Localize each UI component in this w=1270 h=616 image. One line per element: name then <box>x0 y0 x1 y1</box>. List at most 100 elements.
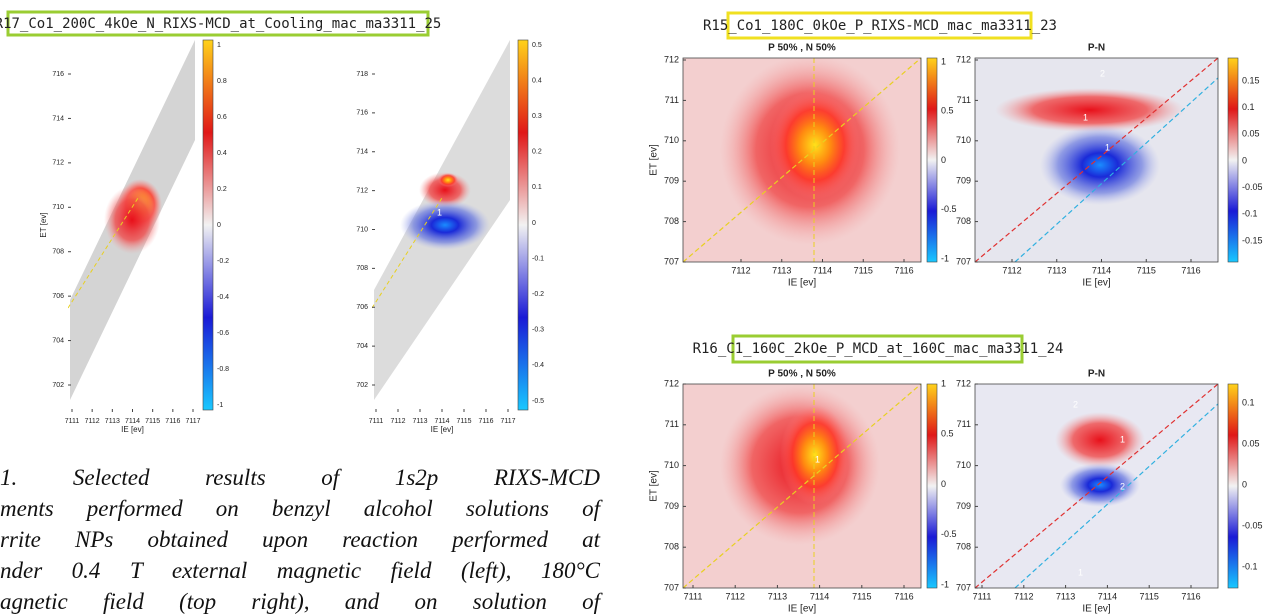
x-tick-label: 7116 <box>165 418 180 425</box>
x-tick-label: 7113 <box>1056 591 1075 601</box>
colorbar-label: 0.15 <box>1242 75 1260 85</box>
y-tick-label: 708 <box>664 216 679 226</box>
x-tick-label: 7113 <box>768 591 787 601</box>
intensity-blob <box>995 88 1185 132</box>
x-tick-label: 7112 <box>390 418 405 425</box>
intensity-blob <box>780 405 850 505</box>
y-tick-label: 712 <box>664 54 679 64</box>
x-axis-label: IE [ev] <box>788 604 817 615</box>
panel-title: R16_C1_160C_2kOe_P_MCD_at_160C_mac_ma331… <box>693 341 1064 357</box>
axes-frame <box>974 57 1219 263</box>
axes-frame <box>682 383 922 589</box>
y-tick-label: 704 <box>52 337 64 344</box>
intensity-blob <box>1055 412 1145 468</box>
colorbar-label: -0.4 <box>217 294 229 301</box>
x-tick-label: 7111 <box>684 591 703 601</box>
colorbar-label: -0.6 <box>217 330 229 337</box>
y-tick-label: 712 <box>356 187 368 194</box>
y-tick-label: 706 <box>356 304 368 311</box>
intensity-blob <box>1040 125 1160 205</box>
colorbar-label: -0.05 <box>1242 520 1263 530</box>
y-axis-label: ET [ev] <box>649 144 660 176</box>
marker-label: 1 <box>1105 142 1110 152</box>
y-tick-label: 714 <box>356 149 368 156</box>
y-tick-label: 707 <box>956 582 971 592</box>
y-tick-label: 710 <box>52 204 64 211</box>
diagonal <box>683 58 921 262</box>
heatmap <box>683 384 921 588</box>
colorbar-label: -0.15 <box>1242 235 1263 245</box>
heatmap <box>68 40 195 400</box>
colorbar-label: 0.5 <box>941 106 954 116</box>
y-tick-label: 706 <box>52 293 64 300</box>
colorbar-label: 0.2 <box>532 149 542 156</box>
colorbar-label: 0 <box>532 220 536 227</box>
colorbar-label: -0.5 <box>532 398 544 405</box>
colorbar-label: 1 <box>941 378 946 388</box>
diagonal <box>372 197 443 309</box>
colorbar-label: -0.8 <box>217 366 229 373</box>
intensity-blob <box>419 172 471 208</box>
x-tick-label: 7112 <box>1002 265 1021 275</box>
colorbar-label: 0.4 <box>217 150 227 157</box>
y-tick-label: 708 <box>664 542 679 552</box>
y-tick-label: 710 <box>664 460 679 470</box>
y-tick-label: 707 <box>956 256 971 266</box>
y-tick-label: 710 <box>356 226 368 233</box>
colorbar-label: -1 <box>217 402 223 409</box>
x-axis-label: IE [ev] <box>1082 278 1111 289</box>
heatmap <box>683 58 921 262</box>
intensity-blob <box>770 90 860 200</box>
y-tick-label: 709 <box>664 176 679 186</box>
x-axis-label: IE [ev] <box>121 425 144 434</box>
intensity-blob <box>400 200 490 250</box>
colorbar-label: -0.3 <box>532 327 544 334</box>
x-tick-label: 7111 <box>973 591 992 601</box>
colorbar-label: -0.2 <box>532 291 544 298</box>
colorbar-label: 0.1 <box>1242 397 1255 407</box>
y-tick-label: 711 <box>665 419 679 429</box>
x-tick-label: 7115 <box>1137 265 1156 275</box>
marker-label: 1 <box>1120 434 1125 444</box>
y-tick-label: 708 <box>956 542 971 552</box>
heatmap <box>975 384 1218 588</box>
x-tick-label: 7116 <box>894 265 913 275</box>
y-tick-label: 709 <box>664 501 679 511</box>
y-tick-label: 714 <box>52 115 64 122</box>
y-tick-label: 702 <box>356 382 368 389</box>
y-tick-label: 718 <box>356 71 368 78</box>
marker-label: 1 <box>1078 567 1083 577</box>
colorbar-label: 1 <box>941 56 946 66</box>
x-tick-label: 7113 <box>105 418 120 425</box>
y-axis-label: ET [ev] <box>39 212 48 237</box>
colorbar-label: 0.5 <box>532 42 542 49</box>
x-tick-label: 7114 <box>810 591 829 601</box>
colorbar-label: -1 <box>941 253 949 263</box>
marker-label: 2 <box>1120 481 1125 491</box>
panel-title: R15_Co1_180C_0kOe_P_RIXS-MCD_mac_ma3311_… <box>703 18 1057 34</box>
y-axis-label: ET [ev] <box>649 470 660 502</box>
x-tick-label: 7116 <box>1181 591 1200 601</box>
diagonal <box>683 384 921 588</box>
colorbar-label: 0 <box>941 479 946 489</box>
title-box <box>6 10 430 37</box>
x-tick-label: 7111 <box>65 418 80 425</box>
panel-title: R17_Co1_200C_4kOe_N_RIXS-MCD_at_Cooling_… <box>0 16 441 32</box>
x-tick-label: 7115 <box>456 418 471 425</box>
x-tick-label: 7113 <box>1047 265 1066 275</box>
y-tick-label: 709 <box>956 176 971 186</box>
marker-label: 1 <box>437 207 442 217</box>
colorbar <box>926 57 938 263</box>
x-tick-label: 7112 <box>726 591 745 601</box>
y-tick-label: 708 <box>356 265 368 272</box>
colorbar-label: 0.3 <box>532 113 542 120</box>
y-tick-label: 710 <box>664 135 679 145</box>
colorbar-label: 0.6 <box>217 114 227 121</box>
y-tick-label: 707 <box>664 582 679 592</box>
caption-line: 1. Selected results of 1s2p RIXS-MCD <box>0 465 600 490</box>
colorbar-label: 0.05 <box>1242 129 1260 139</box>
x-tick-label: 7116 <box>478 418 493 425</box>
x-axis-label: IE [ev] <box>431 425 454 434</box>
y-tick-label: 712 <box>52 160 64 167</box>
